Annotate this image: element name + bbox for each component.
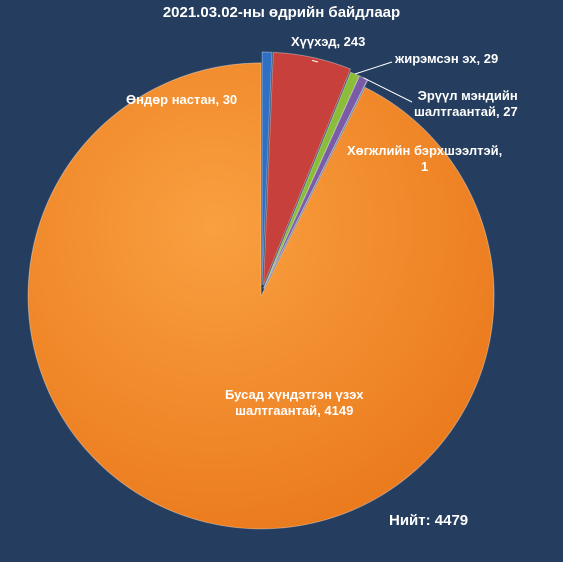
pie-slice-children (262, 51, 352, 286)
total-label: Нийт: 4479 (389, 512, 469, 529)
slice-label-elderly: Өндөр настан, 30 (126, 92, 238, 107)
leader-line-children (311, 59, 319, 63)
pie-slice-other (27, 62, 495, 530)
pie-slice-elderly (261, 51, 273, 286)
leader-line-health (363, 77, 413, 103)
slice-label-disability: Хөгжлийн бэрхшээлтэй, 1 (347, 143, 503, 174)
slice-label-children: Хүүхэд, 243 (291, 34, 366, 49)
leader-line-pregnant (354, 61, 393, 75)
slice-label-health: Эрүүл мэндийн шалтгаантай, 27 (414, 88, 518, 119)
chart-title: 2021.03.02-ны өдрийн байдлаар (162, 4, 401, 21)
slice-label-pregnant: жирэмсэн эх, 29 (395, 51, 499, 66)
slice-label-other: Бусад хүндэтгэн үзэх шалтгаантай, 4149 (225, 387, 364, 418)
